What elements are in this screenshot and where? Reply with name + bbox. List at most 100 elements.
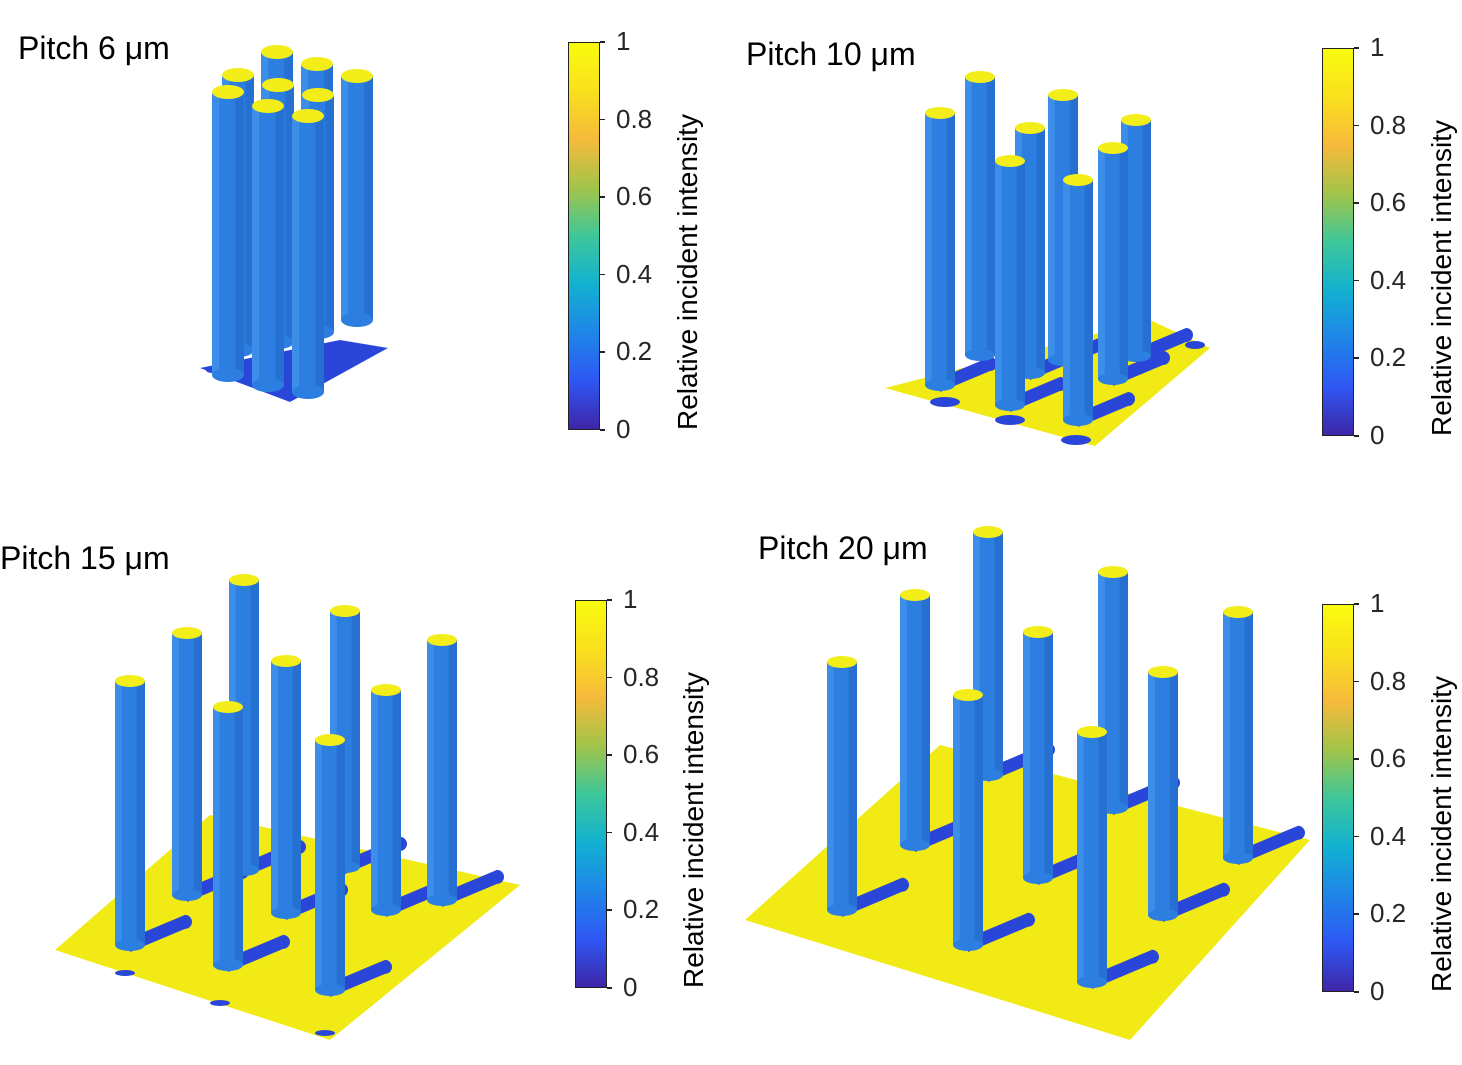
- colorbar-tick: [600, 41, 605, 43]
- pillar: [965, 71, 995, 361]
- pillar: [1063, 174, 1093, 426]
- pillar-top: [1048, 89, 1078, 101]
- colorbar-tick: [600, 196, 605, 198]
- pillar: [827, 656, 857, 916]
- colorbar: [1322, 48, 1354, 436]
- colorbar-tick: [607, 754, 612, 756]
- pillar-shadow: [130, 914, 192, 952]
- pillar: [1148, 666, 1178, 921]
- colorbar-tick-label: 0.8: [616, 103, 653, 134]
- pillar-top: [212, 85, 244, 99]
- substrate: [55, 815, 520, 1040]
- colorbar-tick-label: 1: [1370, 588, 1385, 618]
- substrate-shadow-spot: [315, 1030, 335, 1036]
- colorbar-tick: [607, 676, 612, 679]
- pillar-top: [1121, 114, 1151, 126]
- colorbar-tick: [600, 273, 605, 276]
- colorbar-tick: [1354, 357, 1359, 359]
- pillar: [172, 627, 202, 901]
- colorbar-label: Relative incident intensity: [1426, 676, 1457, 992]
- pillar: [1023, 626, 1053, 884]
- colorbar-tick-label: 0.2: [623, 894, 660, 925]
- colorbar: [568, 42, 600, 430]
- pillar-top: [271, 655, 301, 667]
- pillar-top: [213, 701, 243, 713]
- pillar-top: [1148, 666, 1178, 678]
- colorbar-tick-label: 0.8: [1370, 109, 1407, 140]
- panel-title-pitch-6: Pitch 6 μm: [18, 30, 170, 66]
- colorbar-tick: [607, 987, 612, 989]
- substrate-shadow-spot: [1185, 341, 1205, 349]
- pillar: [341, 69, 373, 327]
- pillar-shadow: [968, 912, 1035, 952]
- colorbar-tick-label: 0.4: [623, 816, 660, 847]
- colorbar-tick: [1354, 202, 1359, 204]
- pillar-shadow: [442, 869, 505, 907]
- substrate-shadow-spot: [115, 970, 135, 976]
- pillar-array-render-pitch-10: [885, 71, 1210, 446]
- pillar-top: [115, 675, 145, 687]
- pillar: [315, 734, 345, 996]
- pillar-top: [965, 71, 995, 83]
- pillar-top: [229, 574, 259, 586]
- pillar: [995, 155, 1025, 411]
- pillar: [1223, 606, 1253, 864]
- pillar-top: [900, 589, 930, 601]
- pillar-shadow: [1163, 882, 1230, 922]
- substrate-shadow-spot: [210, 1000, 230, 1006]
- colorbar-tick-label: 0.2: [616, 336, 653, 367]
- pillar-top: [262, 78, 294, 92]
- pillar-top: [172, 627, 202, 639]
- pillar: [115, 675, 145, 951]
- pillar-top: [252, 99, 284, 113]
- pillar-top: [302, 88, 334, 102]
- pillar-array-render-pitch-6: [200, 45, 388, 402]
- colorbar-tick-label: 1: [1370, 32, 1385, 62]
- colorbar-tick: [607, 599, 612, 601]
- colorbar-tick-label: 0.4: [616, 258, 653, 289]
- pillar-top: [301, 57, 333, 71]
- pillar-top: [1077, 726, 1107, 738]
- colorbar-tick-label: 1: [623, 584, 638, 614]
- colorbar-tick: [1354, 991, 1359, 993]
- pillar-top: [427, 634, 457, 646]
- colorbar: [575, 600, 607, 988]
- colorbar-tick: [600, 351, 605, 353]
- colorbar-tick-label: 0.6: [1370, 187, 1407, 218]
- pillar-top: [1098, 142, 1128, 154]
- colorbar-tick: [1354, 124, 1359, 127]
- colorbar-tick-label: 0.4: [1370, 264, 1407, 295]
- pillar: [271, 655, 301, 919]
- substrate-shadow-spot: [995, 415, 1025, 425]
- pillar: [371, 684, 401, 916]
- colorbar-tick: [600, 429, 605, 431]
- pillar-shadow: [330, 959, 393, 997]
- pillar-top: [330, 605, 360, 617]
- pillar-top: [1223, 606, 1253, 618]
- pillar: [1077, 726, 1107, 988]
- pillar-shadow: [842, 877, 909, 917]
- pillar-top: [973, 526, 1003, 538]
- pillar-top: [827, 656, 857, 668]
- pillar-shadow: [228, 934, 290, 972]
- panel-title-pitch-10: Pitch 10 μm: [746, 36, 916, 72]
- colorbar-tick-label: 0.8: [1370, 665, 1407, 696]
- colorbar-tick-label: 0.6: [623, 739, 660, 770]
- substrate-shadow-spot: [1061, 435, 1091, 445]
- colorbar-tick-label: 0.2: [1370, 342, 1407, 373]
- colorbar-tick-label: 0.6: [616, 181, 653, 212]
- colorbar-tick-label: 1: [616, 26, 631, 56]
- pillar: [212, 85, 244, 382]
- colorbar-label: Relative incident intensity: [1426, 120, 1457, 436]
- pillar: [1098, 142, 1128, 385]
- pillar: [213, 701, 243, 971]
- pillar-shadow: [1092, 949, 1159, 989]
- pillar-top: [995, 155, 1025, 167]
- colorbar-tick: [1354, 913, 1359, 915]
- pillar-array-render-pitch-20: [745, 526, 1310, 1040]
- pillar: [953, 689, 983, 951]
- pillar: [252, 99, 284, 392]
- colorbar-tick: [1354, 603, 1359, 605]
- panel-title-pitch-20: Pitch 20 μm: [758, 530, 928, 566]
- colorbar-tick: [1354, 47, 1359, 49]
